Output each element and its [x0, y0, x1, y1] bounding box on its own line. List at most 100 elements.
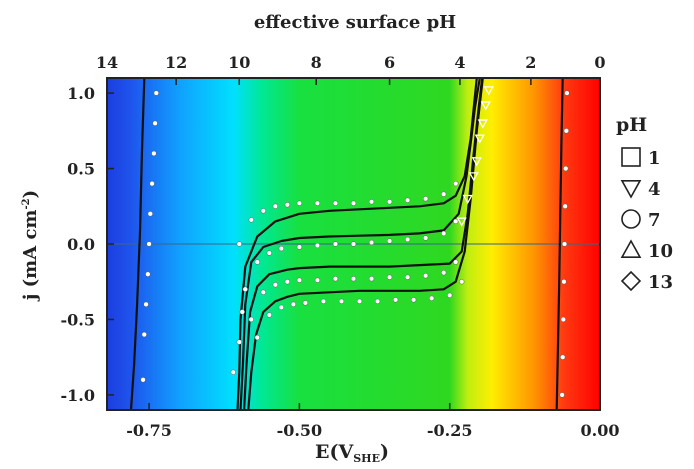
data-point	[230, 369, 236, 375]
data-point	[147, 211, 153, 217]
legend-title: pH	[616, 114, 647, 136]
data-point	[564, 90, 570, 96]
data-point	[149, 180, 155, 187]
data-point	[453, 259, 459, 265]
y-tick-label: -1.0	[61, 386, 95, 405]
top-tick-label: 14	[96, 53, 118, 72]
series-line-1	[239, 78, 481, 410]
data-point	[368, 199, 375, 205]
data-point	[152, 120, 158, 126]
x-axis-label-subscript: SHE	[353, 452, 380, 465]
data-point	[563, 128, 569, 134]
data-point	[248, 217, 254, 223]
data-point	[141, 331, 147, 338]
data-point	[236, 241, 242, 247]
data-point	[471, 157, 482, 167]
data-point	[143, 301, 149, 308]
data-point	[332, 200, 339, 206]
data-point	[254, 259, 260, 265]
series-line-3	[247, 78, 484, 410]
data-point	[368, 276, 375, 282]
legend-symbol-diamond	[620, 270, 642, 292]
data-point	[404, 197, 411, 203]
top-tick-label: 10	[228, 53, 250, 72]
data-point	[559, 392, 565, 398]
series-points-8	[248, 259, 459, 323]
data-point	[368, 239, 375, 246]
series-line-4	[129, 78, 146, 410]
data-point	[456, 217, 467, 227]
data-point	[392, 297, 399, 303]
data-point	[453, 218, 459, 225]
top-tick-label: 2	[525, 53, 536, 72]
data-point	[374, 298, 381, 304]
data-point	[477, 119, 488, 129]
legend-label: 4	[648, 179, 661, 200]
legend-label: 10	[648, 241, 673, 262]
data-point	[462, 194, 473, 205]
data-point	[422, 273, 429, 279]
data-point	[350, 276, 357, 282]
series-points-13	[230, 309, 245, 375]
data-point	[560, 316, 566, 323]
data-point	[272, 203, 278, 209]
legend-symbol-circle	[621, 209, 641, 229]
x-axis: -0.75 -0.50 -0.25 0.00	[126, 403, 619, 440]
top-tick-label: 4	[454, 53, 465, 72]
data-point	[441, 191, 447, 197]
data-point	[332, 276, 339, 282]
data-point	[242, 286, 248, 292]
data-point	[314, 242, 321, 249]
x-tick-label: -0.50	[277, 421, 323, 440]
data-point	[560, 354, 566, 360]
top-tick-label: 12	[165, 53, 187, 72]
data-point	[562, 203, 568, 209]
top-axis-title: effective surface pH	[254, 12, 456, 33]
data-point	[266, 312, 272, 318]
series-points-6	[236, 180, 459, 247]
data-point	[278, 245, 285, 252]
data-point	[314, 200, 321, 206]
legend-label: 1	[648, 148, 661, 169]
data-point	[332, 241, 339, 247]
legend-symbol-triangle-up	[620, 239, 642, 259]
data-point	[302, 300, 309, 306]
data-point	[153, 90, 159, 96]
data-point	[480, 101, 491, 111]
data-point	[386, 274, 393, 280]
data-point	[146, 241, 152, 247]
series-line-5	[555, 78, 564, 410]
y-tick-label: -0.5	[61, 310, 95, 329]
data-point	[441, 230, 447, 237]
data-point	[284, 202, 291, 208]
data-point	[320, 298, 327, 304]
data-point	[404, 236, 411, 243]
data-point	[422, 196, 429, 202]
data-point	[386, 238, 393, 244]
legend-label: 7	[648, 210, 661, 231]
data-point	[447, 292, 453, 298]
data-point	[561, 279, 567, 285]
data-point	[284, 279, 291, 285]
legend-label: 13	[648, 272, 673, 293]
series-points-10	[456, 86, 494, 227]
x-tick-label: -0.25	[427, 421, 473, 440]
data-point	[248, 316, 254, 323]
data-point	[266, 250, 272, 256]
data-point	[314, 277, 321, 283]
data-point	[429, 295, 435, 301]
top-axis: 14 12 10 8 6 4 2 0	[96, 53, 606, 85]
data-point	[296, 277, 303, 283]
data-point	[563, 165, 569, 172]
data-point	[254, 334, 260, 341]
data-point	[350, 241, 357, 247]
data-point	[453, 180, 459, 187]
legend-symbol-triangle-down	[620, 180, 642, 199]
top-tick-label: 0	[594, 53, 605, 72]
data-point	[145, 271, 151, 277]
y-axis-label: j (mA cm-2)	[20, 190, 41, 302]
data-point	[140, 377, 146, 383]
data-point	[561, 241, 568, 247]
data-point	[260, 208, 266, 214]
